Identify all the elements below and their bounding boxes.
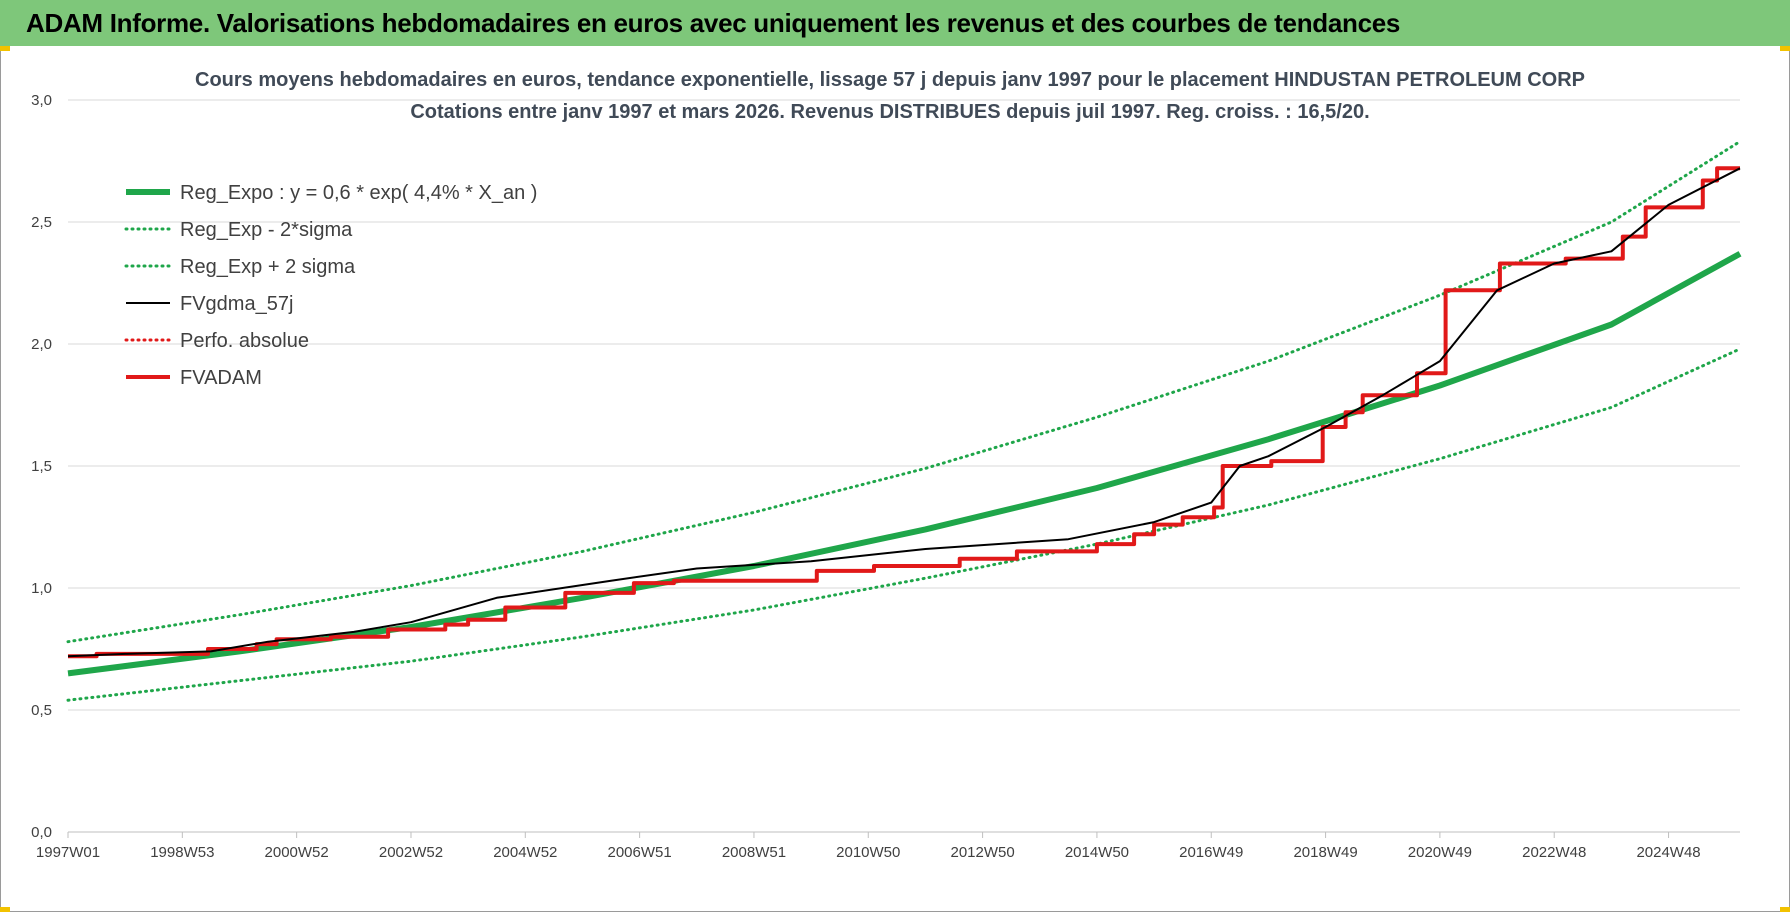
chart-subtitle: Cotations entre janv 1997 et mars 2026. … [410,101,1369,123]
x-tick-label: 2006W51 [608,844,672,861]
x-tick-label: 2004W52 [493,844,557,861]
x-tick-label: 2024W48 [1636,844,1700,861]
legend: Reg_Expo : y = 0,6 * exp( 4,4% * X_an ) R… [124,182,537,389]
report-banner-title: ADAM Informe. Valorisations hebdomadaire… [26,8,1401,38]
legend-label: Reg_Expo : y = 0,6 * exp( 4,4% * X_an ) [180,182,537,204]
corner-marker [1780,46,1790,51]
y-tick-label: 0,5 [31,702,52,719]
legend-label: Reg_Exp + 2 sigma [180,256,356,278]
x-tick-label: 2016W49 [1179,844,1243,861]
x-tick-label: 2018W49 [1293,844,1357,861]
legend-label: FVgdma_57j [180,293,293,315]
x-tick-label: 2014W50 [1065,844,1129,861]
x-tick-label: 2002W52 [379,844,443,861]
grid-lines [68,99,1740,833]
report-banner: ADAM Informe. Valorisations hebdomadaire… [0,0,1790,46]
legend-label: Perfo. absolue [180,330,309,352]
corner-marker [1780,907,1790,912]
corner-marker [0,46,10,51]
y-tick-label: 3,0 [31,92,52,109]
x-tick-label: 2000W52 [265,844,329,861]
chart-title: Cours moyens hebdomadaires en euros, ten… [195,69,1585,91]
x-tick-label: 2010W50 [836,844,900,861]
x-tick-label: 1998W53 [150,844,214,861]
x-tick-label: 2008W51 [722,844,786,861]
y-tick-label: 1,5 [31,458,52,475]
x-tick-label: 2022W48 [1522,844,1586,861]
legend-label: Reg_Exp - 2*sigma [180,219,353,241]
y-tick-label: 1,0 [31,580,52,597]
x-tick-label: 2020W49 [1408,844,1472,861]
x-tick-label: 2012W50 [950,844,1014,861]
chart-area: 0,0 0,5 1,0 1,5 2,0 2,5 3,0 1997W01 1998W53 2000W… [31,69,1742,861]
axes: 0,0 0,5 1,0 1,5 2,0 2,5 3,0 1997W01 1998W53 2000W… [31,92,1701,861]
series-line [67,167,1741,658]
series-line [66,140,1742,644]
series-line [67,251,1742,677]
plot-series [66,140,1742,702]
legend-label: FVADAM [180,367,262,389]
y-tick-label: 2,5 [31,214,52,231]
y-tick-label: 0,0 [31,824,52,841]
corner-marker [0,907,10,912]
series-line [68,166,1740,659]
x-tick-label: 1997W01 [36,844,100,861]
series-line [66,347,1742,702]
y-tick-label: 2,0 [31,336,52,353]
